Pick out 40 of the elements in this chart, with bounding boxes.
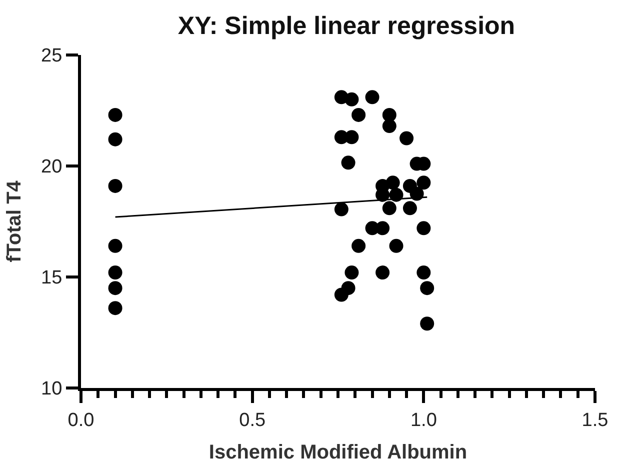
- point: [334, 288, 348, 302]
- x-axis-title: Ischemic Modified Albumin: [208, 441, 468, 464]
- point: [352, 108, 366, 122]
- point: [108, 266, 122, 280]
- point: [341, 156, 356, 170]
- point: [108, 238, 122, 253]
- chart-title: XY: Simple linear regression: [178, 12, 516, 40]
- point: [376, 221, 390, 236]
- point: [382, 201, 396, 216]
- y-tick-label: 25: [41, 46, 62, 67]
- point: [386, 176, 400, 190]
- point: [365, 90, 380, 104]
- point: [344, 130, 359, 144]
- point: [400, 131, 414, 146]
- point: [108, 178, 122, 193]
- point: [416, 221, 431, 236]
- y-tick-label: 15: [41, 268, 62, 289]
- point: [108, 301, 122, 316]
- point: [416, 266, 431, 280]
- y-tick-label: 20: [41, 156, 62, 178]
- point: [344, 92, 359, 106]
- point: [344, 266, 359, 280]
- point: [108, 132, 122, 146]
- x-tick-label: 0.5: [239, 410, 266, 431]
- point: [352, 238, 366, 253]
- point: [389, 238, 404, 253]
- point: [416, 176, 431, 190]
- point: [334, 202, 348, 216]
- x-tick-label: 0.0: [68, 410, 94, 431]
- x-tick-label: 1.0: [410, 410, 437, 431]
- point: [402, 201, 417, 216]
- point: [108, 281, 122, 296]
- y-axis-title: fTotal T4: [4, 180, 26, 262]
- y-tick-label: 10: [41, 378, 62, 400]
- point: [382, 119, 396, 134]
- point: [420, 281, 434, 296]
- point: [108, 108, 122, 122]
- point: [376, 266, 390, 280]
- point: [420, 316, 434, 331]
- x-tick-label: 1.5: [582, 410, 608, 431]
